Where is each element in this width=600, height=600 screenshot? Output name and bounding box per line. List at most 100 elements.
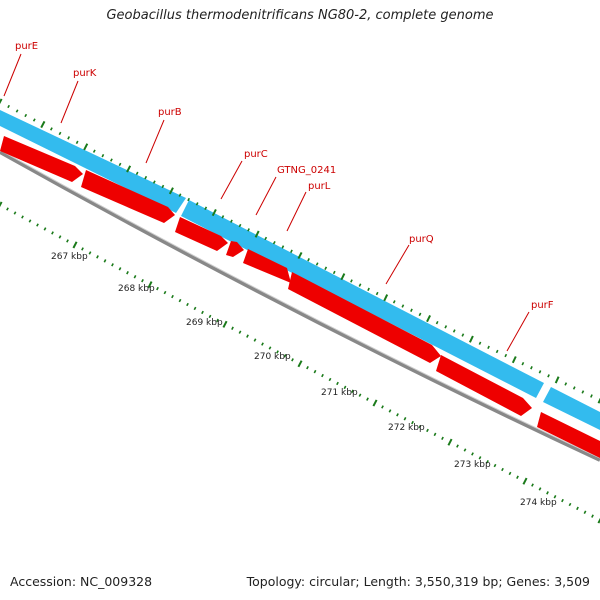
gene-label-purL[interactable]: purL [308, 181, 331, 192]
gene-label-GTNG_0241[interactable]: GTNG_0241 [277, 165, 336, 176]
minor-tick [43, 227, 47, 231]
minor-tick [51, 231, 54, 235]
gene-label-purK[interactable]: purK [73, 68, 97, 79]
minor-tick [435, 320, 439, 325]
gene-arrow[interactable] [288, 272, 441, 363]
leader-line [286, 191, 307, 232]
minor-tick [401, 304, 405, 308]
minor-tick [36, 223, 39, 227]
minor-tick [508, 471, 512, 476]
backbone-highlight [0, 149, 600, 459]
minor-tick [161, 184, 165, 189]
forward-gene-block[interactable] [0, 110, 186, 213]
gene-arrow[interactable] [81, 170, 175, 223]
backbone-track [0, 150, 600, 462]
gene-arrow[interactable] [0, 136, 83, 182]
minor-tick [58, 131, 62, 136]
gene-arrow[interactable] [243, 249, 291, 283]
minor-tick [553, 495, 557, 499]
gene-label-purB[interactable]: purB [158, 107, 182, 118]
minor-tick [156, 286, 159, 291]
minor-tick [583, 510, 587, 514]
minor-tick [238, 223, 242, 228]
minor-tick [88, 251, 92, 255]
major-tick [211, 208, 217, 217]
forward-strand-track [0, 110, 600, 430]
minor-tick [538, 370, 542, 374]
minor-tick [186, 302, 189, 307]
major-tick [147, 281, 153, 289]
minor-tick [230, 219, 233, 223]
minor-tick [291, 358, 294, 362]
minor-tick [530, 366, 533, 370]
minor-tick [67, 136, 71, 140]
reverse-strand-track [0, 136, 600, 458]
minor-tick [204, 206, 208, 210]
gene-label-purC[interactable]: purC [244, 149, 268, 160]
leader-line [385, 244, 410, 285]
forward-gene-block[interactable] [181, 200, 544, 398]
minor-tick [403, 417, 407, 421]
minor-tick [111, 263, 114, 267]
minor-tick [564, 382, 568, 386]
minor-tick [351, 389, 354, 393]
leader-line [220, 160, 243, 200]
minor-tick [24, 113, 28, 118]
gene-label-purE[interactable]: purE [15, 41, 38, 52]
gene-annotations: purE purK purB purC GTNG_0241 purL purQ … [3, 41, 554, 352]
minor-tick [216, 318, 219, 323]
minor-tick [538, 487, 542, 491]
minor-tick [283, 354, 287, 358]
minor-tick [135, 171, 139, 175]
minor-tick [28, 219, 32, 223]
minor-tick [444, 325, 448, 329]
major-tick [83, 143, 89, 151]
minor-tick [96, 255, 99, 259]
minor-tick [101, 153, 105, 158]
minor-tick [7, 104, 11, 109]
forward-gene-block[interactable] [543, 387, 600, 430]
major-tick [447, 438, 453, 446]
minor-tick [276, 350, 279, 354]
minor-tick [261, 342, 264, 346]
gene-label-purQ[interactable]: purQ [409, 234, 434, 245]
minor-tick [493, 463, 497, 468]
minor-tick [433, 432, 437, 437]
minor-tick [13, 211, 17, 215]
minor-tick [103, 259, 107, 263]
minor-tick [531, 483, 534, 487]
major-tick [383, 294, 389, 302]
minor-tick [418, 312, 422, 317]
minor-tick [358, 283, 362, 287]
minor-tick [546, 491, 549, 495]
scale-label-267kbp: 267 kbp [51, 252, 88, 262]
gene-arrow[interactable] [537, 412, 600, 458]
minor-tick [66, 239, 69, 243]
topology-text: Topology: circular; Length: 3,550,319 bp… [246, 574, 590, 589]
minor-tick [521, 361, 525, 366]
minor-tick [591, 514, 594, 518]
major-tick [126, 165, 132, 173]
gene-arrow[interactable] [226, 241, 244, 257]
minor-tick [388, 409, 392, 413]
gene-arrow[interactable] [436, 355, 532, 416]
minor-tick [306, 366, 309, 370]
minor-tick [495, 349, 499, 354]
minor-tick [187, 197, 191, 202]
accession-text: Accession: NC_009328 [10, 574, 153, 589]
major-tick [597, 397, 600, 404]
major-tick [0, 201, 3, 208]
major-tick [297, 360, 303, 368]
major-tick [554, 376, 560, 384]
minor-tick [486, 460, 489, 464]
gene-arrow[interactable] [175, 217, 228, 251]
minor-tick [193, 306, 197, 311]
minor-tick [324, 266, 328, 270]
minor-tick [126, 271, 129, 275]
minor-tick [478, 341, 482, 345]
outer-tick-marks [0, 98, 600, 404]
minor-tick [418, 424, 422, 429]
gene-label-purF[interactable]: purF [531, 300, 554, 311]
